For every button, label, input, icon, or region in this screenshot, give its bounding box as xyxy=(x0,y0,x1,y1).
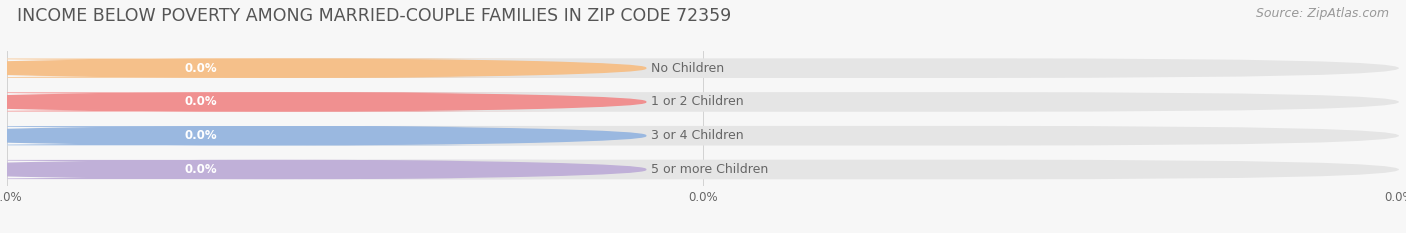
Circle shape xyxy=(0,59,645,77)
Text: 0.0%: 0.0% xyxy=(186,96,218,108)
FancyBboxPatch shape xyxy=(0,160,558,179)
FancyBboxPatch shape xyxy=(0,160,406,179)
Text: 3 or 4 Children: 3 or 4 Children xyxy=(651,129,744,142)
Text: Source: ZipAtlas.com: Source: ZipAtlas.com xyxy=(1256,7,1389,20)
Text: 0.0%: 0.0% xyxy=(186,62,218,75)
Text: 1 or 2 Children: 1 or 2 Children xyxy=(651,96,744,108)
Text: 0.0%: 0.0% xyxy=(186,163,218,176)
Text: No Children: No Children xyxy=(651,62,724,75)
Text: 5 or more Children: 5 or more Children xyxy=(651,163,769,176)
FancyBboxPatch shape xyxy=(0,92,406,112)
Circle shape xyxy=(0,127,645,145)
Text: INCOME BELOW POVERTY AMONG MARRIED-COUPLE FAMILIES IN ZIP CODE 72359: INCOME BELOW POVERTY AMONG MARRIED-COUPL… xyxy=(17,7,731,25)
FancyBboxPatch shape xyxy=(0,126,406,145)
FancyBboxPatch shape xyxy=(0,58,558,78)
Circle shape xyxy=(0,161,645,178)
FancyBboxPatch shape xyxy=(0,92,558,112)
FancyBboxPatch shape xyxy=(0,126,558,145)
FancyBboxPatch shape xyxy=(0,58,406,78)
Circle shape xyxy=(0,93,645,111)
FancyBboxPatch shape xyxy=(7,160,1399,179)
FancyBboxPatch shape xyxy=(7,126,1399,146)
FancyBboxPatch shape xyxy=(7,58,1399,78)
FancyBboxPatch shape xyxy=(7,92,1399,112)
Text: 0.0%: 0.0% xyxy=(186,129,218,142)
